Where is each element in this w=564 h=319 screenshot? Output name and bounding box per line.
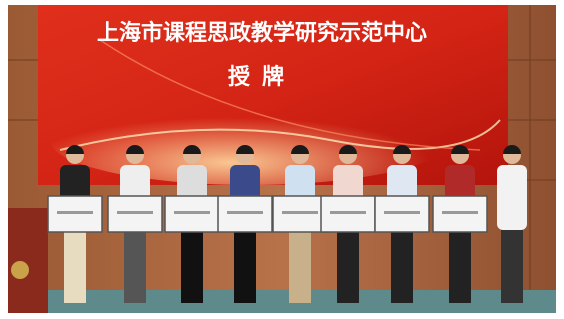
page: 上海市课程思政教学研究示范中心 授牌 (() => { const data =… — [0, 0, 564, 319]
plaque-text — [330, 211, 366, 214]
podium — [8, 208, 48, 313]
person-legs — [289, 225, 311, 303]
plaque-text — [57, 211, 93, 214]
person-legs — [234, 225, 256, 303]
person-legs — [181, 225, 203, 303]
photo: 上海市课程思政教学研究示范中心 授牌 — [0, 0, 564, 319]
person-torso — [497, 165, 527, 230]
screen-subtitle: 授牌 — [228, 64, 296, 90]
person-legs — [64, 225, 86, 303]
podium-emblem — [11, 261, 29, 279]
person-legs — [337, 225, 359, 303]
plaque-text — [282, 211, 318, 214]
floor — [8, 290, 556, 313]
person-legs — [449, 225, 471, 303]
person-legs — [124, 225, 146, 303]
plaque-text — [442, 211, 478, 214]
plaque-text — [174, 211, 210, 214]
plaque-text — [117, 211, 153, 214]
screen-title: 上海市课程思政教学研究示范中心 — [97, 20, 427, 46]
plaque-text — [384, 211, 420, 214]
person-legs — [391, 225, 413, 303]
plaque-text — [227, 211, 263, 214]
person-legs — [501, 225, 523, 303]
